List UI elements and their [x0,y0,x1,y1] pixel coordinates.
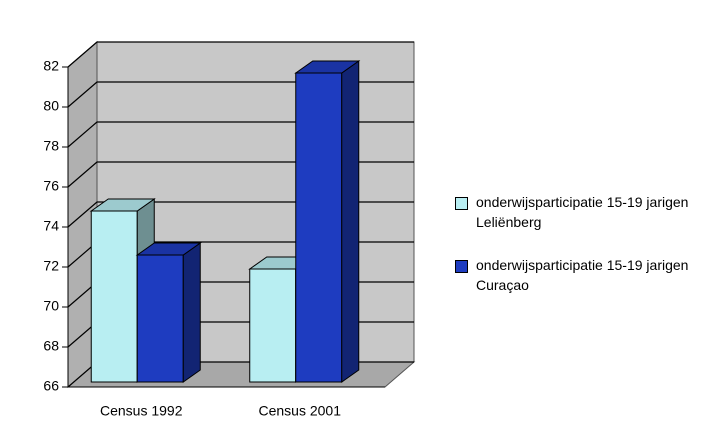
y-tick-label: 66 [43,378,59,394]
y-tick-label: 68 [43,338,59,354]
x-tick-label: Census 1992 [100,403,183,419]
y-tick-label: 80 [43,98,59,114]
bar-top [294,60,361,74]
legend-label: onderwijsparticipatie 15-19 jarigen Cura… [476,257,689,293]
bar [135,242,202,383]
legend-label: onderwijsparticipatie 15-19 jarigen Leli… [476,194,689,230]
y-tick-label: 74 [43,218,59,234]
grid-line [67,41,414,68]
bar-side [182,242,201,383]
legend-swatch [455,197,468,210]
bar-top [135,242,202,256]
y-tick-label: 70 [43,298,59,314]
bar-front [295,72,343,383]
y-tick-label: 72 [43,258,59,274]
y-tick-label: 76 [43,178,59,194]
bar-side [341,60,360,383]
x-tick-label: Census 2001 [258,403,341,419]
bar-front [90,210,138,383]
bar-front [136,254,184,383]
bar-front [249,268,297,383]
y-tick-label: 82 [43,58,59,74]
y-tick-label: 78 [43,138,59,154]
bar [294,60,361,383]
legend-swatch [455,260,468,273]
bar-top [89,198,156,212]
